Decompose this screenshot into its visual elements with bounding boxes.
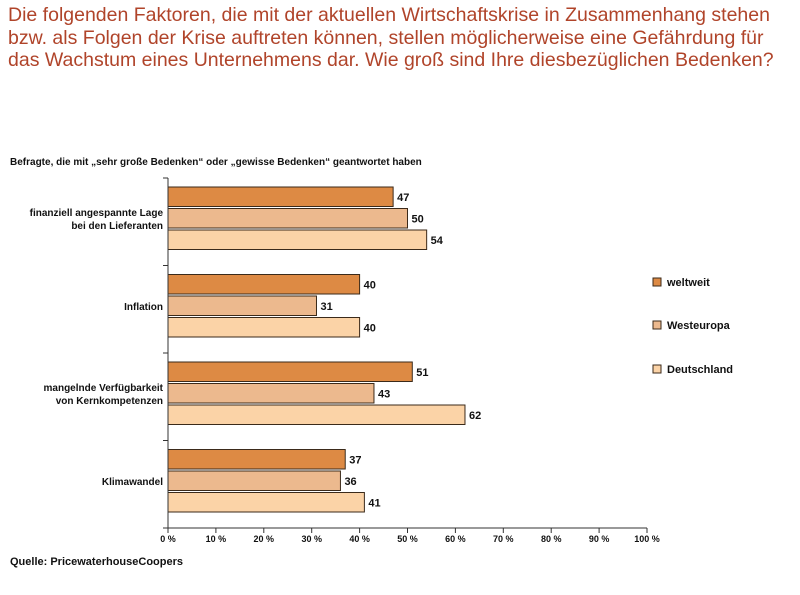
data-label: 40 [364,322,376,334]
x-tick-label: 30 % [301,534,322,544]
data-label: 36 [344,476,356,488]
data-label: 31 [320,301,332,313]
x-tick-label: 100 % [634,534,660,544]
bar-deutschland-3 [167,492,365,513]
bar-weltweit-1 [167,274,361,295]
x-tick-label: 0 % [160,534,176,544]
legend-label: Westeuropa [667,320,731,332]
data-label: 40 [364,279,376,291]
data-label: 50 [412,213,424,225]
bar-westeuropa-2 [167,383,375,404]
legend-swatch [652,277,662,287]
bar-weltweit-2 [167,361,413,382]
data-label: 41 [368,497,380,509]
x-tick-label: 70 % [493,534,514,544]
bar-westeuropa-1 [167,295,317,316]
category-label: Klimawandel [102,477,163,488]
source-note: Quelle: PricewaterhouseCoopers [10,556,183,568]
bar-weltweit-0 [167,186,394,207]
x-tick-label: 80 % [541,534,562,544]
bar-deutschland-0 [167,229,428,250]
legend-label: Deutschland [667,364,733,376]
data-label: 37 [349,454,361,466]
x-tick-label: 50 % [397,534,418,544]
bar-deutschland-1 [167,317,361,338]
data-label: 43 [378,388,390,400]
legend-label: weltweit [666,277,710,289]
x-tick-label: 20 % [254,534,275,544]
data-label: 54 [431,235,444,247]
chart-title: Die folgenden Faktoren, die mit der aktu… [8,4,774,71]
legend-swatch [652,364,662,374]
category-label: bei den Lieferanten [71,221,163,232]
bar-westeuropa-0 [167,208,408,229]
legend-swatch [652,320,662,330]
chart-subtitle: Befragte, die mit „sehr große Bedenken“ … [10,157,422,168]
bar-weltweit-3 [167,449,346,470]
bar-deutschland-2 [167,404,466,425]
bar-westeuropa-3 [167,470,341,491]
category-label: Inflation [124,302,163,313]
x-tick-label: 10 % [206,534,227,544]
data-label: 51 [416,367,428,379]
x-tick-label: 40 % [349,534,370,544]
x-tick-label: 60 % [445,534,466,544]
category-label: finanziell angespannte Lage [30,208,164,219]
x-tick-label: 90 % [589,534,610,544]
category-label: von Kernkompetenzen [56,396,163,407]
category-label: mangelnde Verfügbarkeit [44,383,164,394]
data-label: 62 [469,410,481,422]
data-label: 47 [397,192,409,204]
